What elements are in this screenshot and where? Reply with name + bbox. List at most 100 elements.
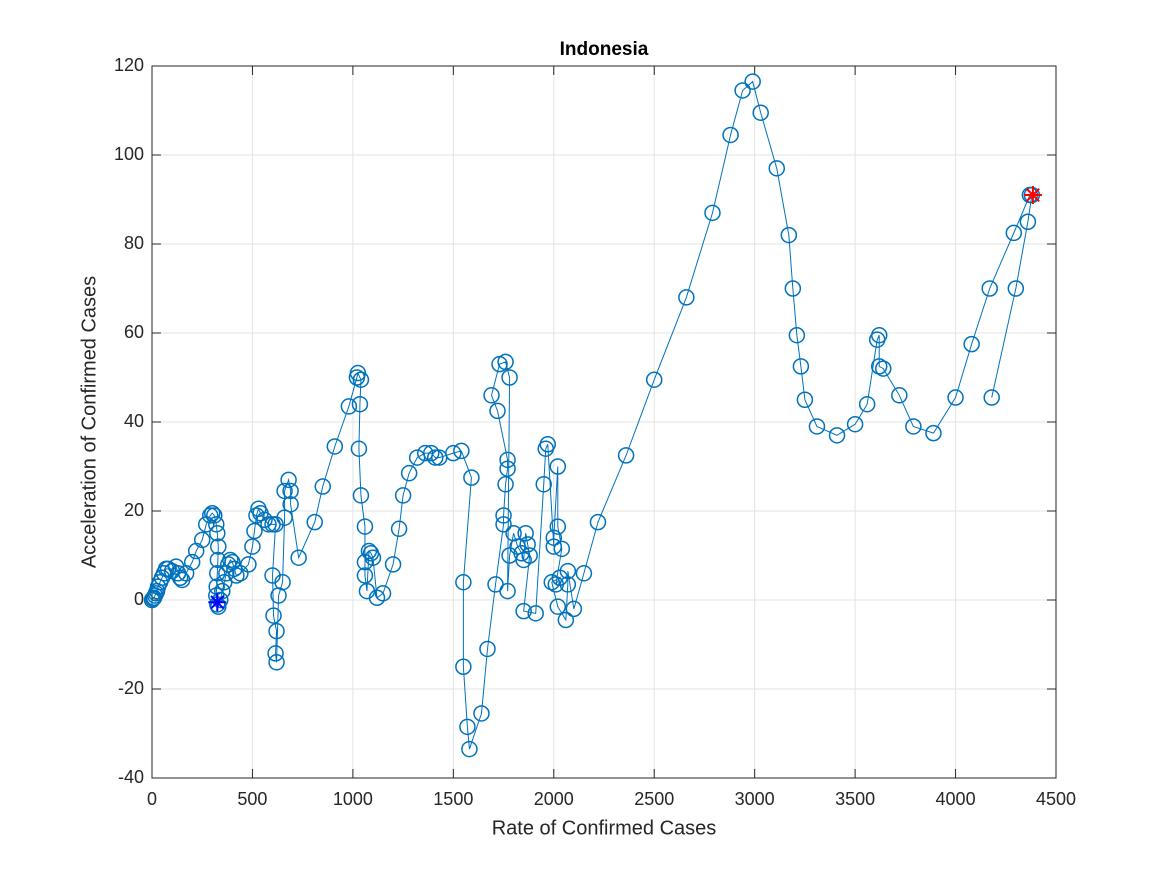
data-point	[374, 585, 392, 602]
data-point	[947, 389, 964, 406]
data-point	[963, 335, 980, 353]
data-point	[517, 525, 534, 542]
data-point	[792, 358, 810, 375]
axes-box	[151, 65, 1057, 779]
data-point	[206, 507, 223, 524]
data-point	[549, 518, 567, 535]
data-point	[543, 573, 561, 591]
data-point	[784, 280, 802, 297]
data-point	[489, 402, 506, 420]
data-point	[521, 547, 538, 564]
data-point	[495, 516, 512, 533]
data-point	[617, 447, 635, 464]
data-point	[501, 369, 518, 386]
data-point	[858, 395, 876, 413]
data-point	[282, 496, 299, 513]
data-point	[390, 520, 408, 538]
data-point	[846, 415, 864, 433]
y-tick-label: 20	[124, 500, 144, 520]
data-point	[276, 482, 293, 500]
data-point	[364, 549, 382, 566]
data-point	[645, 371, 663, 388]
data-point	[722, 126, 739, 144]
data-point	[483, 387, 500, 404]
data-point	[193, 531, 211, 549]
data-point	[453, 442, 470, 460]
x-tick-label: 4000	[936, 789, 976, 809]
data-point	[244, 538, 261, 555]
data-point	[209, 525, 226, 542]
data-point	[495, 507, 512, 524]
y-tick-label: 100	[114, 144, 144, 164]
data-point	[527, 605, 544, 622]
data-point	[204, 504, 221, 522]
data-point	[557, 611, 575, 629]
x-tick-label: 1500	[433, 789, 473, 809]
data-point	[796, 391, 814, 408]
data-point	[461, 740, 478, 758]
data-point	[1007, 280, 1025, 297]
data-point	[356, 567, 374, 584]
data-point	[422, 444, 440, 462]
data-point	[368, 589, 386, 607]
data-point	[351, 395, 369, 413]
data-point	[276, 509, 293, 526]
data-point	[905, 418, 922, 435]
data-point	[159, 560, 177, 578]
y-tick-label: 40	[124, 411, 144, 431]
data-point	[265, 607, 282, 624]
y-tick-label: 60	[124, 322, 144, 342]
data-point	[981, 280, 998, 297]
data-point	[240, 556, 257, 573]
data-point	[828, 427, 846, 444]
data-point	[497, 353, 514, 371]
data-point	[752, 104, 769, 121]
marker-star	[208, 593, 227, 612]
data-point	[445, 444, 462, 462]
data-point	[455, 573, 472, 591]
data-point	[545, 529, 563, 546]
data-point	[1005, 224, 1023, 242]
data-point	[268, 622, 285, 640]
data-point	[394, 487, 412, 504]
data-point	[891, 387, 908, 404]
x-tick-label: 3500	[835, 789, 875, 809]
data-point	[384, 556, 402, 573]
data-point	[248, 507, 265, 524]
data-point	[553, 540, 571, 558]
data-point	[870, 358, 888, 375]
chart-title: Indonesia	[560, 39, 649, 60]
data-point	[314, 478, 332, 495]
data-point	[171, 569, 189, 586]
data-point	[256, 511, 273, 529]
data-point	[352, 371, 370, 388]
data-point	[463, 469, 480, 486]
x-tick-label: 0	[147, 789, 157, 809]
data-point	[473, 705, 490, 722]
data-point	[352, 487, 370, 504]
data-point	[808, 418, 826, 435]
data-point	[925, 424, 942, 442]
data-point	[874, 360, 892, 377]
data-point	[356, 518, 374, 535]
data-point	[788, 326, 806, 344]
data-point	[267, 645, 284, 662]
data-point	[734, 82, 751, 99]
y-tick-label: 120	[114, 55, 144, 75]
data-point	[282, 482, 299, 500]
y-tick-label: -20	[118, 678, 144, 698]
marker-star	[1023, 186, 1042, 205]
y-tick-label: 80	[124, 233, 144, 253]
data-point	[497, 476, 514, 493]
data-point	[549, 458, 567, 475]
data-point	[306, 513, 323, 531]
data-point	[499, 582, 516, 600]
data-point	[780, 226, 798, 244]
x-tick-label: 1000	[333, 789, 373, 809]
data-point	[559, 562, 577, 580]
x-axis-label: Rate of Confirmed Cases	[492, 817, 717, 839]
data-point	[455, 658, 472, 675]
data-point	[479, 640, 496, 658]
